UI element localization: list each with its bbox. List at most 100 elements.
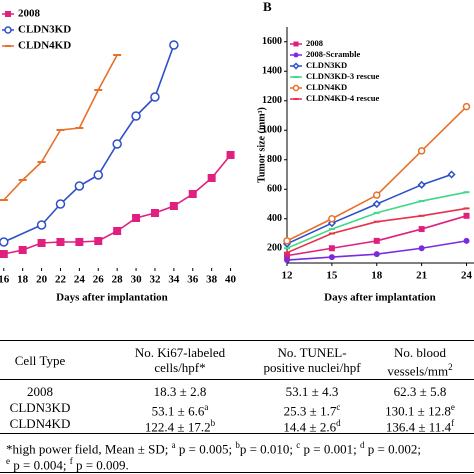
marker [36, 220, 47, 230]
footnote-text: *high power field, Mean ± SD; [6, 441, 172, 457]
superscript: f [69, 456, 73, 466]
x-tick-label: 20 [36, 274, 48, 286]
marker [5, 11, 11, 17]
legend-label: 2008 [18, 8, 41, 20]
rule [0, 379, 474, 380]
legend-label: CLDN3KD [306, 60, 347, 70]
legend-label: CLDN3KD [18, 24, 71, 36]
marker [93, 170, 104, 180]
header-text: No. TUNEL- [277, 345, 347, 360]
marker [463, 237, 470, 244]
x-tick-label: 34 [168, 274, 180, 286]
legend-label: CLDN4KD [18, 40, 71, 52]
x-tick-label: 36 [187, 274, 199, 286]
table-cell: CLDN3KD [10, 400, 71, 415]
header-cell: No. TUNEL-positive nuclei/hpf [263, 345, 360, 375]
marker [55, 199, 66, 209]
table-cell: 25.3 ± 1.7c [284, 400, 341, 418]
table-cell: 2008 [27, 384, 53, 399]
header-text: Cell Type [14, 353, 66, 368]
marker [131, 111, 141, 121]
superscript: e [450, 402, 455, 412]
marker [132, 214, 141, 222]
marker [207, 174, 216, 182]
x-tick-label: 28 [112, 274, 124, 286]
marker [292, 84, 300, 92]
x-tick-label: 40 [225, 274, 237, 286]
series-line [3, 44, 175, 243]
y-tick-label: 600 [267, 184, 282, 195]
marker [74, 181, 85, 191]
panel-label: B [263, 0, 272, 14]
marker [37, 239, 46, 247]
rule [0, 433, 474, 434]
legend-label: CLDN3KD-3 rescue [306, 71, 379, 81]
footnote: *high power field, Mean ± SD; a p = 0.00… [6, 437, 421, 457]
marker [169, 40, 179, 50]
marker [0, 237, 9, 247]
table-cell: CLDN4KD [10, 416, 71, 431]
marker [447, 170, 456, 179]
header-text: No. blood [393, 345, 446, 360]
table-cell: 18.3 ± 2.8 [154, 384, 207, 399]
cell-text: 130.1 ± 12.8 [385, 403, 451, 419]
rule [0, 472, 474, 473]
header-text: positive nuclei/hpf [263, 360, 361, 375]
marker [462, 102, 471, 111]
cell-text: 18.3 ± 2.8 [153, 384, 207, 399]
footnote: e p = 0.004; f p = 0.009. [6, 453, 129, 473]
superscript: d [336, 418, 341, 428]
marker [373, 237, 380, 244]
superscript: a [204, 402, 209, 412]
cell-text: 2008 [27, 384, 53, 399]
marker [293, 41, 299, 47]
marker [75, 238, 84, 246]
marker [4, 26, 12, 34]
marker [292, 62, 300, 70]
x-tick-label: 24 [461, 270, 473, 282]
x-tick-label: 22 [55, 274, 67, 286]
superscript: e [6, 456, 10, 466]
marker [283, 237, 291, 245]
header-text: No. Ki67-labeled [134, 345, 226, 360]
y-tick-label: 1000 [262, 125, 282, 136]
table-cell: 62.3 ± 5.8 [394, 384, 447, 399]
x-tick-label: 30 [131, 274, 143, 286]
marker [284, 257, 290, 264]
x-tick-label: 26 [93, 274, 105, 286]
footnote-text: p = 0.002; [364, 441, 421, 457]
y-tick-label: 800 [267, 154, 282, 165]
x-tick-label: 24 [74, 274, 86, 286]
marker [372, 199, 381, 209]
cell-text: CLDN4KD [9, 416, 71, 431]
x-tick-label: 15 [326, 270, 338, 282]
legend-label: CLDN4KD-4 rescue [306, 93, 379, 103]
series-line [286, 173, 452, 245]
footnote-text: p = 0.009. [72, 457, 129, 473]
x-tick-label: 18 [17, 274, 29, 286]
y-tick-label: 1400 [262, 66, 282, 77]
superscript: a [171, 440, 176, 450]
marker [188, 190, 197, 198]
marker [150, 92, 160, 102]
footnote-text: p = 0.005; [175, 441, 236, 457]
footnote-text: p = 0.001; [300, 441, 360, 457]
marker [328, 254, 335, 261]
x-tick-label: 16 [0, 274, 10, 286]
x-tick-label: 12 [282, 270, 294, 282]
marker [418, 245, 425, 252]
marker [463, 212, 470, 219]
table-cell: 122.4 ± 17.2b [145, 416, 215, 434]
cell-text: 53.1 ± 4.3 [285, 384, 339, 399]
x-axis-label: Days after implantation [56, 292, 168, 304]
marker [56, 238, 65, 246]
marker [417, 180, 426, 189]
header-cell: No. Ki67-labeled cells/hpf* [135, 345, 225, 375]
footnote-text: p = 0.010; [239, 441, 297, 457]
y-tick-label: 1200 [262, 95, 282, 106]
marker [226, 151, 235, 159]
marker [373, 191, 381, 199]
cell-text: 25.3 ± 1.7 [283, 403, 337, 419]
superscript: b [235, 440, 240, 450]
